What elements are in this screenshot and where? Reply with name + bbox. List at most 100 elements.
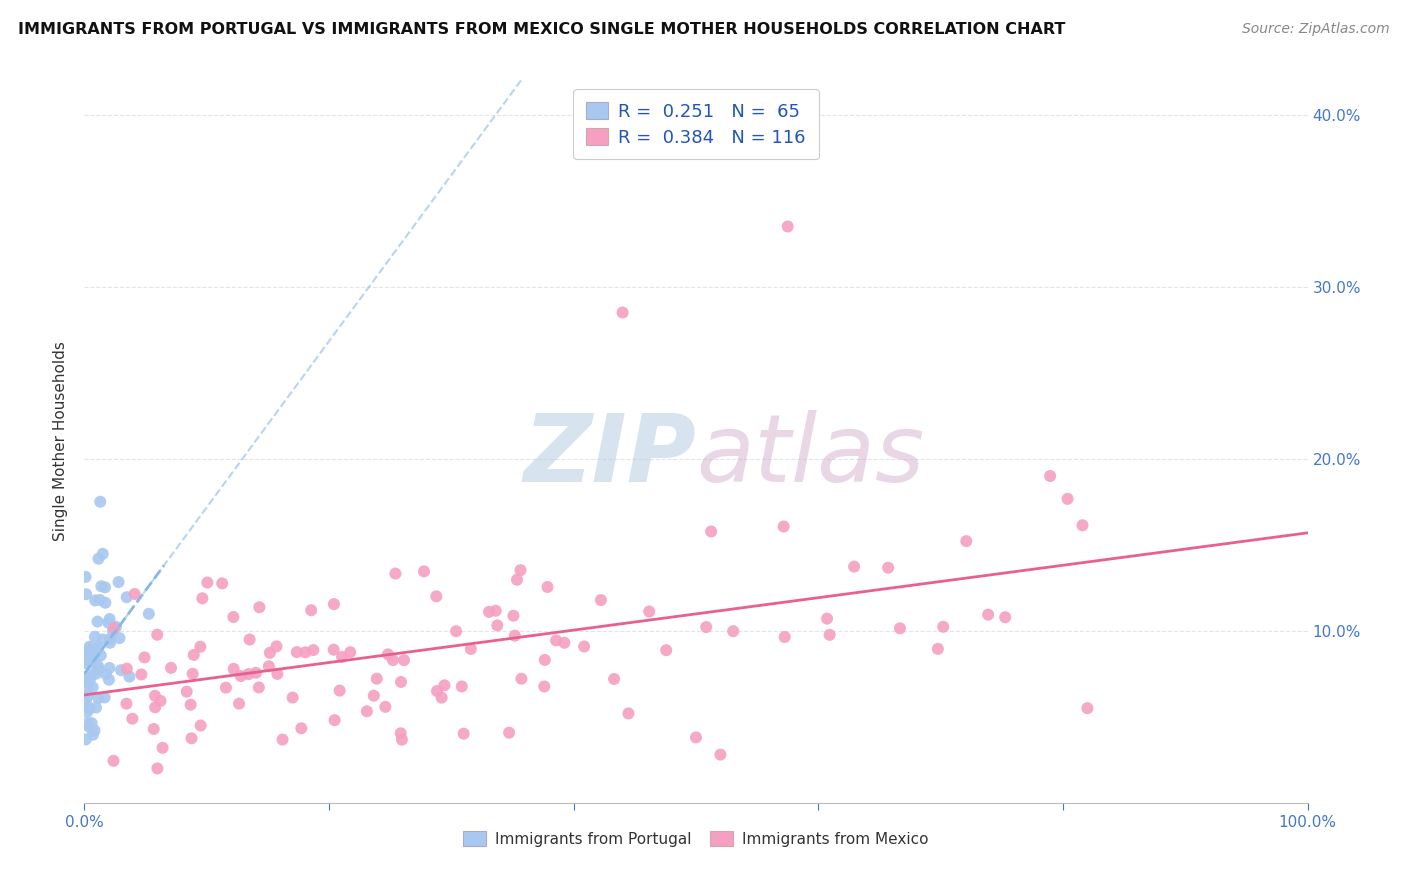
Point	[98, 632, 121, 647]
Point	[247, 600, 270, 615]
Point	[94, 667, 117, 681]
Point	[510, 672, 533, 686]
Point	[222, 610, 245, 624]
Text: Source: ZipAtlas.com: Source: ZipAtlas.com	[1241, 22, 1389, 37]
Point	[197, 575, 219, 590]
Point	[927, 641, 949, 656]
Point	[101, 624, 124, 638]
Point	[146, 761, 169, 775]
Point	[143, 689, 166, 703]
Point	[90, 648, 112, 663]
Point	[91, 547, 114, 561]
Point	[191, 591, 214, 606]
Point	[485, 604, 508, 618]
Point	[533, 653, 555, 667]
Point	[84, 630, 107, 644]
Point	[76, 716, 98, 731]
Point	[180, 698, 202, 712]
Point	[1039, 469, 1062, 483]
Point	[152, 740, 174, 755]
Point	[815, 611, 838, 625]
Point	[79, 640, 101, 654]
Point	[86, 640, 108, 655]
Point	[80, 667, 103, 681]
Point	[889, 621, 911, 635]
Point	[84, 646, 107, 660]
Point	[79, 641, 101, 656]
Point	[281, 690, 304, 705]
Point	[391, 732, 413, 747]
Point	[142, 722, 165, 736]
Point	[103, 621, 125, 635]
Point	[75, 587, 97, 601]
Point	[115, 697, 138, 711]
Point	[384, 566, 406, 581]
Point	[83, 723, 105, 738]
Point	[87, 691, 110, 706]
Point	[776, 219, 799, 234]
Point	[87, 551, 110, 566]
Point	[181, 666, 204, 681]
Point	[75, 673, 97, 688]
Point	[107, 574, 129, 589]
Point	[75, 694, 97, 708]
Point	[302, 643, 325, 657]
Point	[76, 672, 98, 686]
Point	[413, 565, 436, 579]
Point	[86, 615, 108, 629]
Point	[94, 596, 117, 610]
Point	[450, 680, 472, 694]
Point	[773, 630, 796, 644]
Point	[299, 603, 322, 617]
Point	[104, 620, 127, 634]
Point	[89, 593, 111, 607]
Point	[121, 712, 143, 726]
Point	[118, 670, 141, 684]
Point	[76, 670, 98, 684]
Point	[87, 658, 110, 673]
Point	[533, 680, 555, 694]
Point	[266, 666, 288, 681]
Point	[877, 560, 900, 574]
Point	[138, 607, 160, 621]
Point	[75, 570, 97, 584]
Point	[180, 731, 202, 746]
Point	[110, 663, 132, 677]
Point	[131, 667, 153, 681]
Point	[211, 576, 233, 591]
Point	[339, 645, 361, 659]
Point	[75, 695, 97, 709]
Point	[700, 524, 723, 539]
Point	[239, 632, 262, 647]
Point	[87, 662, 110, 676]
Point	[79, 673, 101, 687]
Point	[290, 721, 312, 735]
Point	[80, 716, 103, 731]
Text: atlas: atlas	[696, 410, 924, 501]
Point	[377, 648, 399, 662]
Point	[190, 718, 212, 732]
Point	[842, 559, 865, 574]
Point	[1076, 701, 1098, 715]
Point	[430, 690, 453, 705]
Point	[80, 642, 103, 657]
Point	[89, 494, 111, 508]
Point	[546, 633, 568, 648]
Point	[425, 590, 447, 604]
Point	[721, 624, 744, 639]
Point	[90, 579, 112, 593]
Point	[160, 661, 183, 675]
Point	[98, 661, 121, 675]
Point	[247, 681, 270, 695]
Point	[932, 620, 955, 634]
Point	[617, 706, 640, 721]
Point	[238, 667, 260, 681]
Point	[506, 573, 529, 587]
Point	[98, 636, 121, 650]
Point	[382, 653, 405, 667]
Point	[426, 684, 449, 698]
Point	[433, 678, 456, 692]
Legend: Immigrants from Portugal, Immigrants from Mexico: Immigrants from Portugal, Immigrants fro…	[457, 825, 935, 853]
Point	[76, 646, 98, 660]
Point	[356, 704, 378, 718]
